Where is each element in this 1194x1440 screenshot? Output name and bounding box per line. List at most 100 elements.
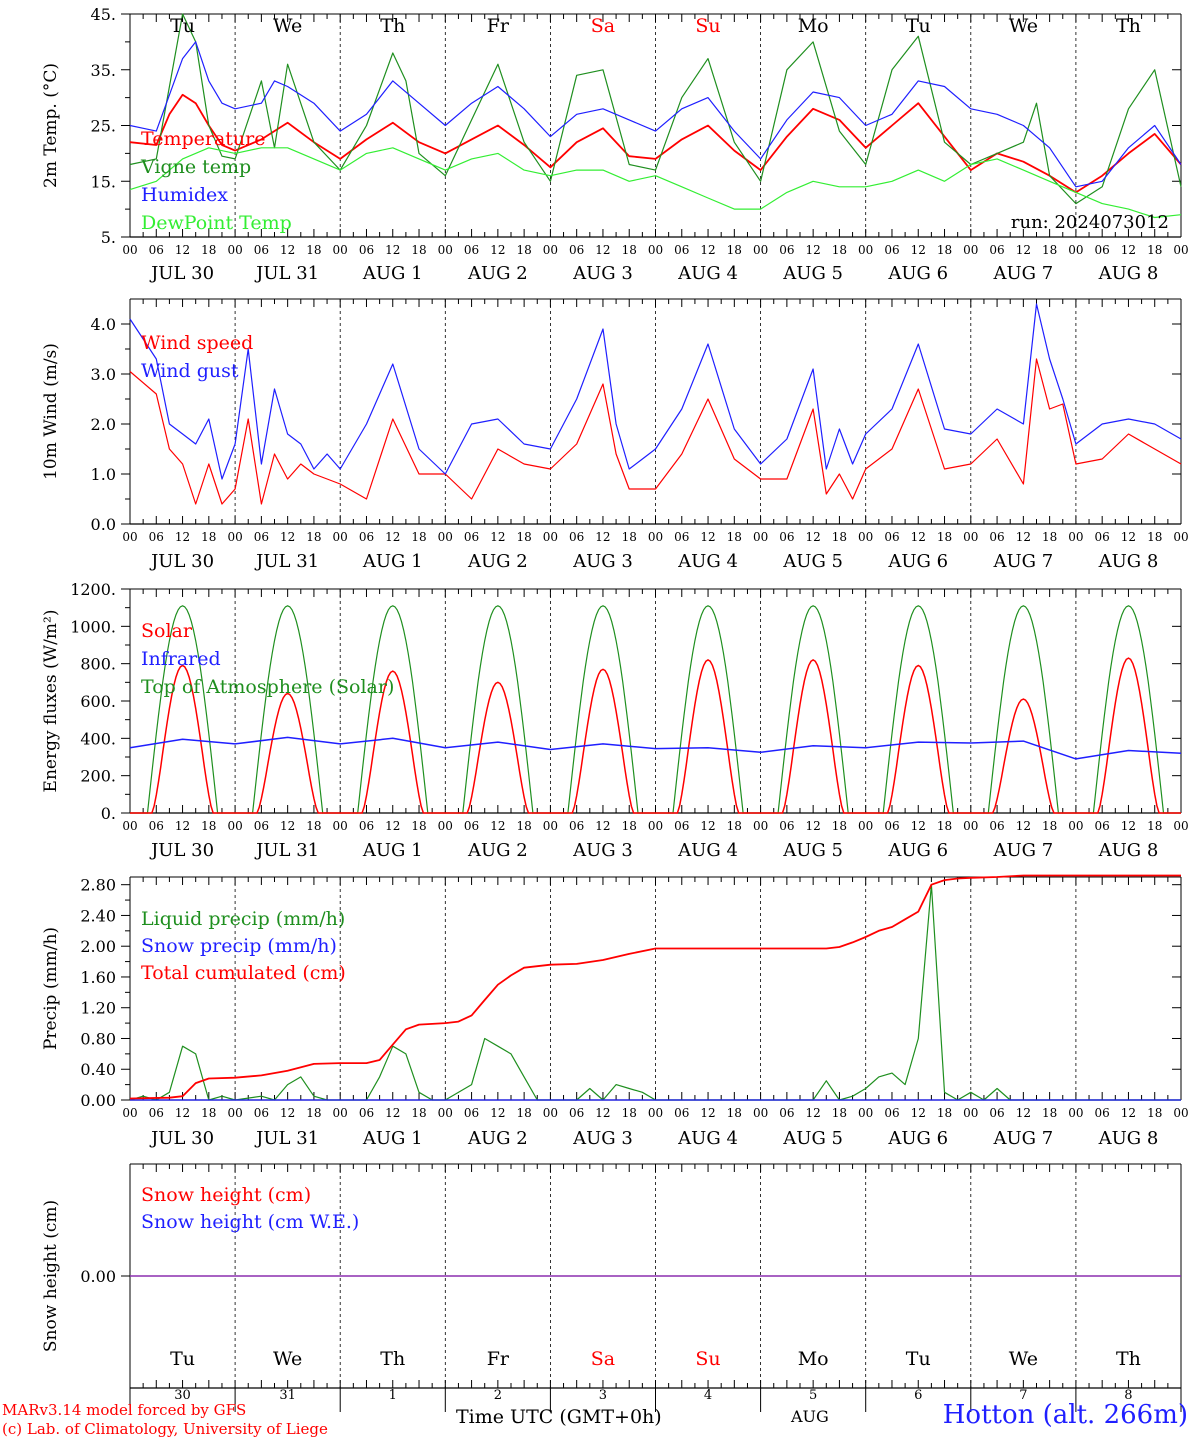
hour-tick-label: 06 xyxy=(1095,819,1110,833)
date-label: AUG 3 xyxy=(572,1128,633,1149)
hour-tick-label: 12 xyxy=(280,1106,295,1120)
date-label: AUG 6 xyxy=(887,263,948,284)
weekday-label: Fr xyxy=(487,1348,510,1370)
hour-tick-label: 18 xyxy=(411,243,426,257)
hour-tick-label: 00 xyxy=(333,243,348,257)
date-label: JUL 30 xyxy=(149,1128,214,1149)
date-label: AUG 8 xyxy=(1098,1128,1159,1149)
hour-tick-label: 06 xyxy=(569,530,584,544)
hour-tick-label: 06 xyxy=(464,819,479,833)
legend-entry: Infrared xyxy=(141,648,221,670)
hour-tick-label: 00 xyxy=(438,243,453,257)
hour-tick-label: 06 xyxy=(149,1106,164,1120)
hour-tick-label: 12 xyxy=(806,243,821,257)
hour-tick-label: 12 xyxy=(490,1106,505,1120)
y-tick-label: 0.40 xyxy=(80,1060,116,1079)
y-tick-label: 1200. xyxy=(70,580,116,599)
hour-tick-label: 18 xyxy=(727,819,742,833)
hour-tick-label: 00 xyxy=(963,530,978,544)
hour-tick-label: 12 xyxy=(490,530,505,544)
hour-tick-label: 00 xyxy=(1173,243,1188,257)
hour-tick-label: 00 xyxy=(122,530,137,544)
hour-labels: 00 06 12 18 00 06 12 18 00 06 12 18 00 06 12 18 00 06 12 18… xyxy=(122,819,1188,861)
hour-tick-label: 12 xyxy=(385,819,400,833)
hour-tick-label: 06 xyxy=(779,530,794,544)
y-tick-label: 4.0 xyxy=(91,315,116,334)
hour-tick-label: 18 xyxy=(1147,243,1162,257)
lab-credit: (c) Lab. of Climatology, University of L… xyxy=(2,1420,328,1438)
legend-entry: Humidex xyxy=(141,184,228,206)
hour-tick-label: 12 xyxy=(385,530,400,544)
hour-tick-label: 00 xyxy=(333,530,348,544)
hour-tick-label: 18 xyxy=(622,819,637,833)
weekday-label: Tu xyxy=(170,1348,195,1370)
hour-tick-label: 12 xyxy=(911,819,926,833)
hour-tick-label: 06 xyxy=(254,243,269,257)
y-axis-title: Precip (mm/h) xyxy=(41,927,61,1050)
hour-tick-label: 12 xyxy=(1016,1106,1031,1120)
hour-tick-label: 12 xyxy=(911,243,926,257)
day-number-label: 7 xyxy=(1019,1388,1027,1403)
hour-tick-label: 18 xyxy=(201,819,216,833)
date-label: AUG 5 xyxy=(782,551,843,572)
hour-tick-label: 00 xyxy=(858,1106,873,1120)
hour-tick-label: 18 xyxy=(727,243,742,257)
day-number-label: 8 xyxy=(1124,1388,1132,1403)
hour-tick-label: 18 xyxy=(1147,1106,1162,1120)
hour-tick-label: 18 xyxy=(201,530,216,544)
hour-tick-label: 12 xyxy=(595,819,610,833)
hour-tick-label: 00 xyxy=(438,530,453,544)
y-tick-label: 25. xyxy=(91,117,116,136)
hour-tick-label: 00 xyxy=(1068,243,1083,257)
weekday-label: Tu xyxy=(906,15,931,37)
y-tick-label: 3.0 xyxy=(91,365,116,384)
hour-tick-label: 18 xyxy=(622,243,637,257)
month-label: AUG xyxy=(791,1407,829,1426)
hour-tick-label: 06 xyxy=(149,530,164,544)
hour-tick-label: 06 xyxy=(359,243,374,257)
hour-tick-label: 00 xyxy=(753,1106,768,1120)
hour-tick-label: 06 xyxy=(569,243,584,257)
hour-tick-label: 12 xyxy=(700,243,715,257)
date-label: JUL 30 xyxy=(149,263,214,284)
date-label: AUG 6 xyxy=(887,840,948,861)
hour-tick-label: 06 xyxy=(674,819,689,833)
weekday-label: We xyxy=(273,15,302,37)
weekday-label: We xyxy=(273,1348,302,1370)
hour-tick-label: 12 xyxy=(280,243,295,257)
radiation-frame xyxy=(129,588,1182,814)
hour-tick-label: 18 xyxy=(1147,530,1162,544)
hour-tick-label: 00 xyxy=(753,530,768,544)
hour-tick-label: 00 xyxy=(963,243,978,257)
legend-entry: Snow height (cm W.E.) xyxy=(141,1211,359,1233)
hour-tick-label: 00 xyxy=(1173,530,1188,544)
date-label: JUL 30 xyxy=(149,551,214,572)
weekday-label: Th xyxy=(380,15,405,37)
hour-tick-label: 06 xyxy=(464,1106,479,1120)
y-tick-label: 2.80 xyxy=(80,876,116,895)
y-tick-label: 15. xyxy=(91,172,116,191)
weekday-label: Fr xyxy=(487,15,510,37)
hour-tick-label: 06 xyxy=(1095,1106,1110,1120)
hour-tick-label: 18 xyxy=(516,243,531,257)
hour-tick-label: 18 xyxy=(516,1106,531,1120)
date-label: AUG 1 xyxy=(362,263,423,284)
hour-tick-label: 12 xyxy=(806,1106,821,1120)
hour-tick-label: 06 xyxy=(254,1106,269,1120)
weekday-label: Sa xyxy=(591,1348,615,1370)
hour-tick-label: 06 xyxy=(779,819,794,833)
hour-tick-label: 18 xyxy=(1042,530,1057,544)
hour-tick-label: 12 xyxy=(700,819,715,833)
hour-labels: 00 06 12 18 00 06 12 18 00 06 12 18 00 06 12 18 00 06 12 18… xyxy=(122,1106,1188,1149)
legend-entry: Snow height (cm) xyxy=(141,1184,311,1206)
date-label: AUG 2 xyxy=(467,1128,528,1149)
weekday-label: Th xyxy=(380,1348,405,1370)
hour-labels: 00 06 12 18 00 06 12 18 00 06 12 18 00 06 12 18 00 06 12 18… xyxy=(122,530,1188,572)
hour-tick-label: 18 xyxy=(306,1106,321,1120)
date-label: AUG 3 xyxy=(572,263,633,284)
date-label: AUG 4 xyxy=(677,263,738,284)
hour-tick-label: 06 xyxy=(779,243,794,257)
date-label: AUG 7 xyxy=(992,263,1053,284)
weekday-label: We xyxy=(1009,15,1038,37)
hour-tick-label: 18 xyxy=(1042,1106,1057,1120)
